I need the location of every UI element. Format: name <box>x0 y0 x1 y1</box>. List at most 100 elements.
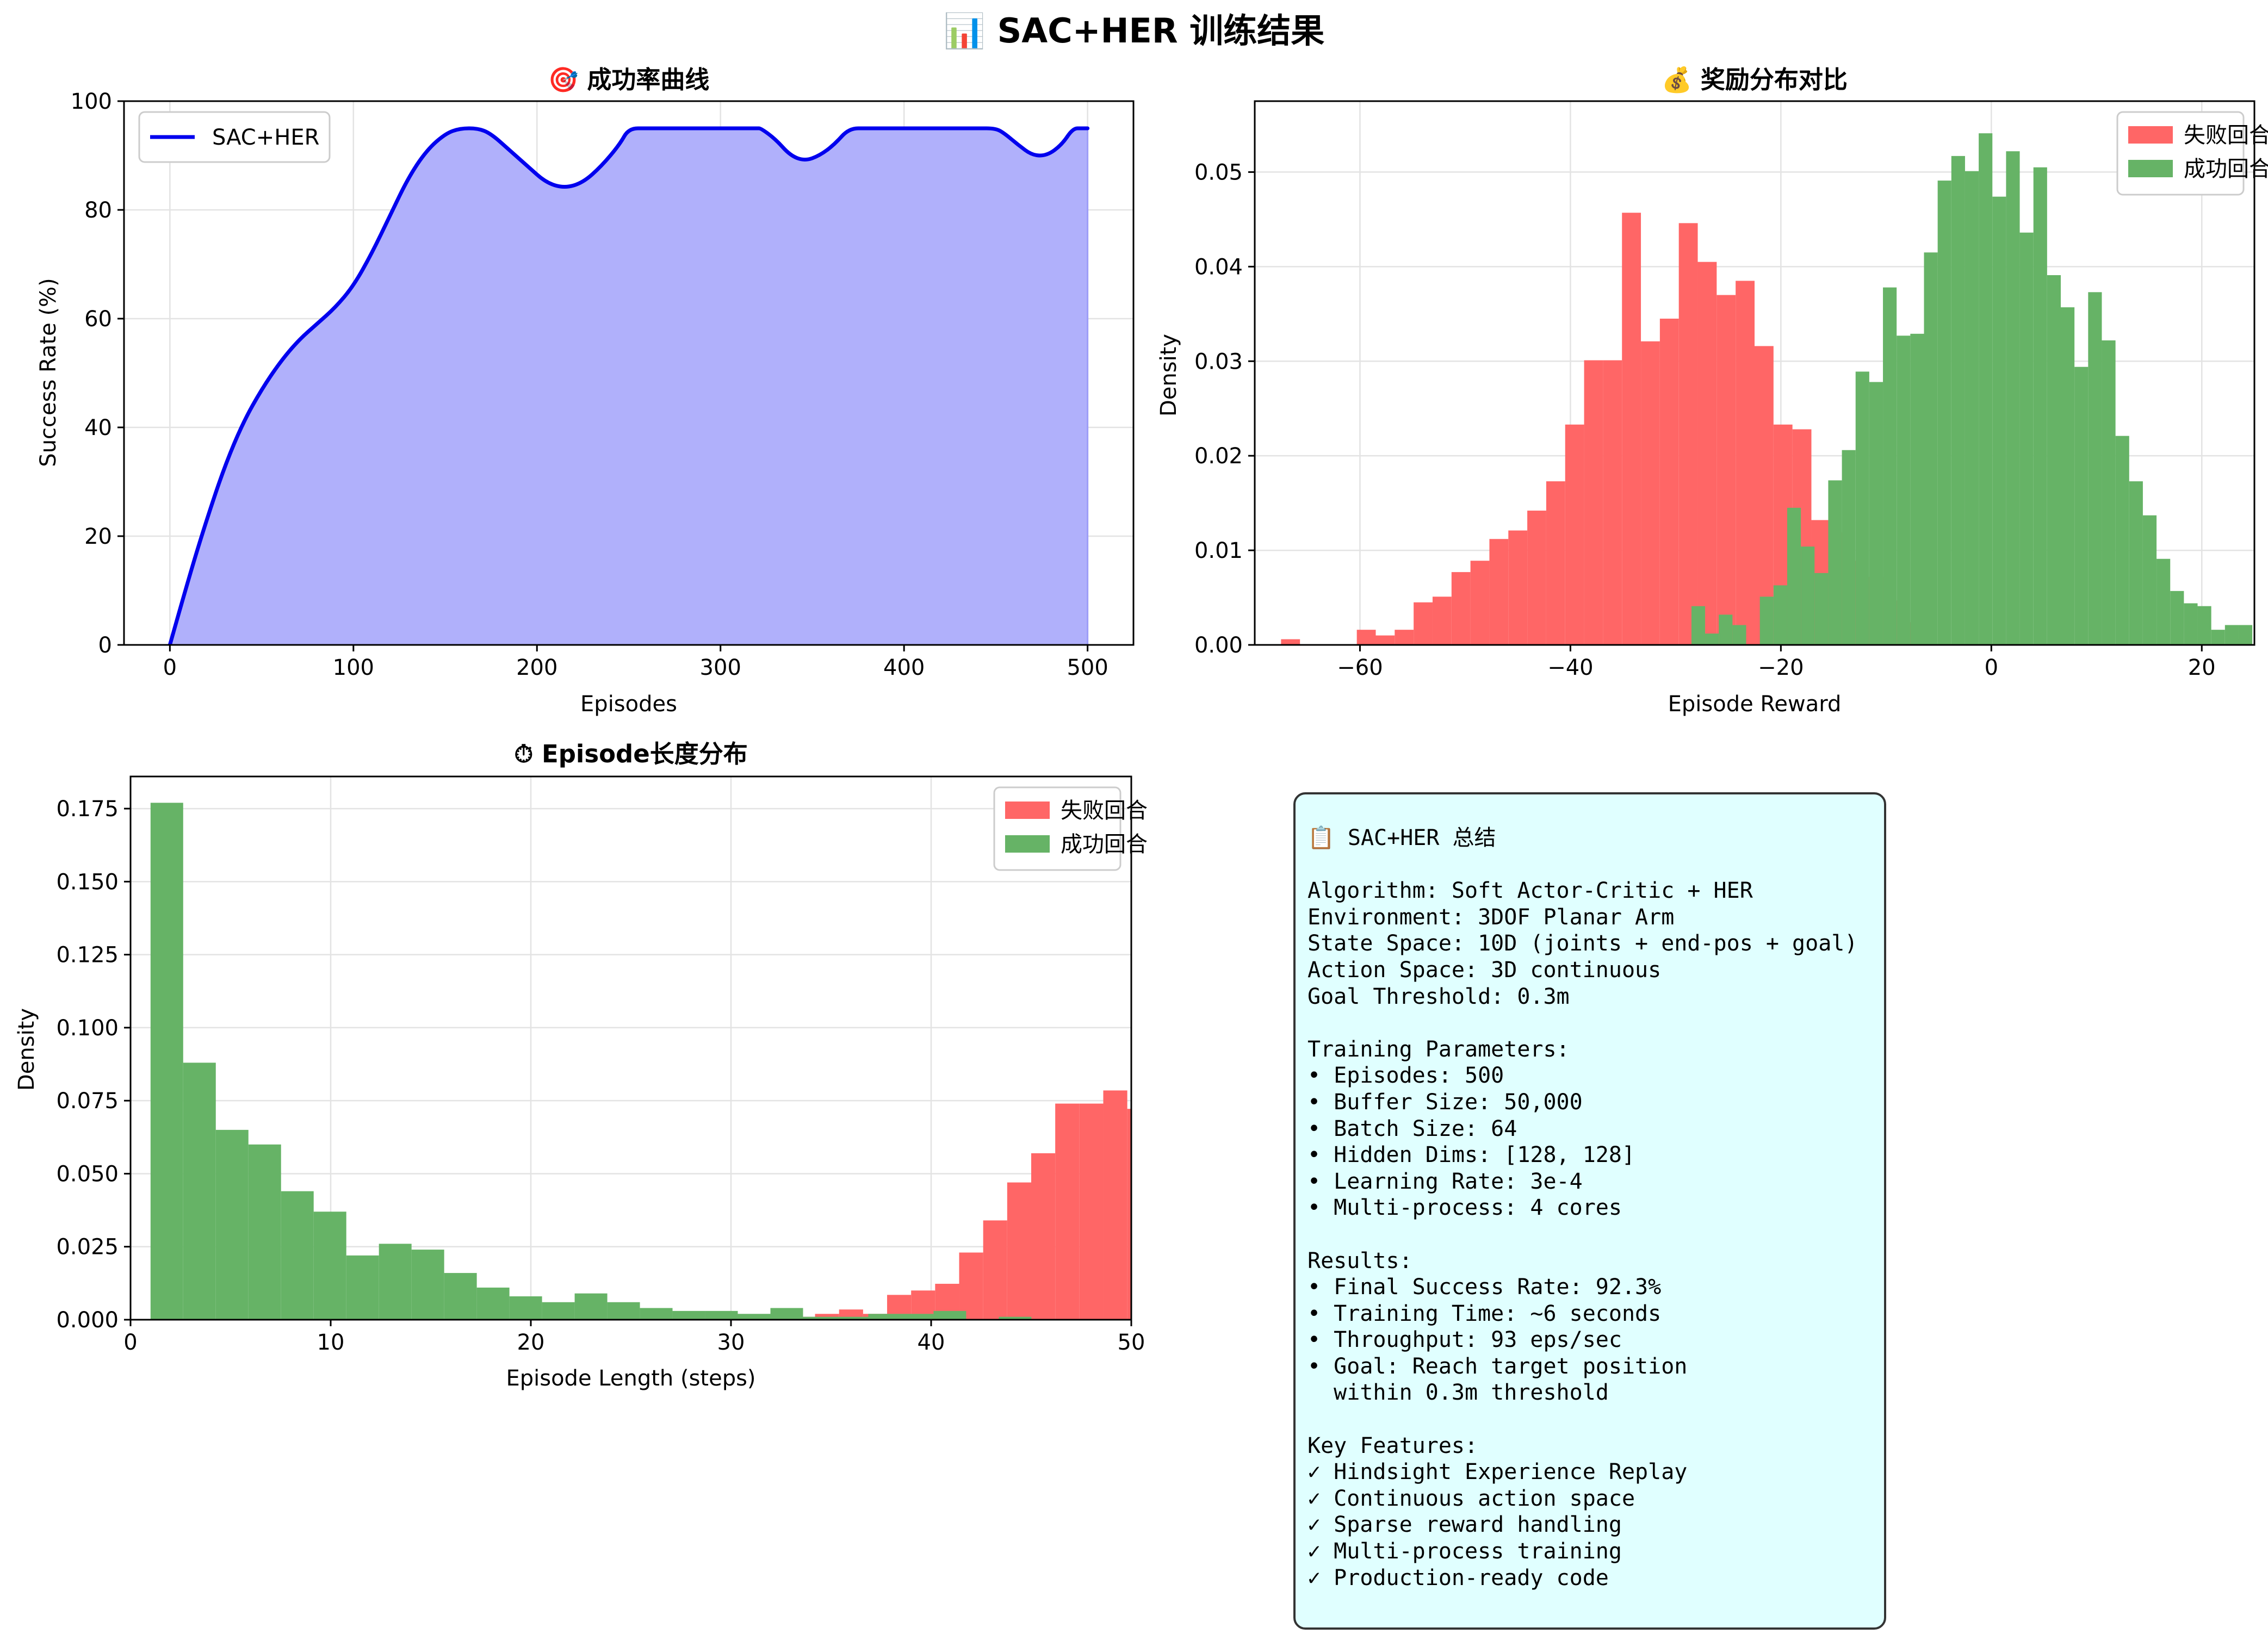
length-bar-success <box>901 1314 934 1320</box>
length-xtick-label: 30 <box>717 1330 745 1355</box>
reward-bar-success <box>2102 340 2116 645</box>
length-bar-success <box>770 1308 803 1320</box>
reward-bar-fail <box>1659 319 1679 645</box>
legend-swatch-fail <box>1005 802 1050 819</box>
length-bar-success <box>999 1316 1032 1320</box>
reward-bar-fail <box>1414 602 1433 645</box>
reward-bar-success <box>2033 167 2047 645</box>
summary-info-text: 📋 SAC+HER 总结 Algorithm: Soft Actor-Criti… <box>1307 825 1858 1590</box>
success-xtick-label: 200 <box>516 655 557 680</box>
success-rate-legend: SAC+HER <box>138 111 331 163</box>
reward-bar-success <box>2047 275 2061 645</box>
reward-bar-success <box>2170 591 2184 645</box>
length-xtick-label: 20 <box>517 1330 545 1355</box>
reward-bar-success <box>1965 171 1979 645</box>
length-bar-success <box>672 1310 705 1320</box>
reward-bar-success <box>1759 597 1774 645</box>
success-rate-chart-xlabel: Episodes <box>580 692 677 717</box>
reward-bar-fail <box>1584 360 1603 645</box>
reward-xtick-label: −20 <box>1758 655 1804 680</box>
length-bar-fail <box>1031 1153 1056 1320</box>
reward-bar-success <box>2129 481 2143 645</box>
reward-bar-success <box>1951 156 1965 645</box>
length-bar-success <box>868 1314 901 1320</box>
reward-xtick-label: −60 <box>1337 655 1383 680</box>
success-ytick-label: 80 <box>84 198 112 223</box>
success-ytick-label: 100 <box>71 89 112 114</box>
length-bar-success <box>476 1287 510 1320</box>
legend-label-success: 成功回合 <box>1061 832 1148 857</box>
length-bar-success <box>379 1244 412 1320</box>
length-bar-fail <box>959 1252 983 1320</box>
length-chart-title: ⏱ Episode长度分布 <box>514 740 748 768</box>
length-bar-fail <box>815 1314 839 1320</box>
reward-bar-success <box>1828 480 1842 645</box>
success-xtick-label: 300 <box>700 655 741 680</box>
reward-plot-area <box>1281 133 2253 645</box>
reward-xtick-label: −40 <box>1547 655 1593 680</box>
length-bar-success <box>150 803 183 1320</box>
success-rate-chart-ylabel: Success Rate (%) <box>36 278 61 467</box>
reward-bar-success <box>2184 603 2198 645</box>
length-bar-success <box>738 1314 771 1320</box>
episode-length-chart: ⏱ Episode长度分布 Episode Length (steps) Den… <box>14 740 1175 1391</box>
reward-bar-success <box>1924 252 1938 645</box>
length-bar-success <box>574 1293 608 1320</box>
summary-info-box: 📋 SAC+HER 总结 Algorithm: Soft Actor-Criti… <box>1293 792 1886 1630</box>
length-ytick-label: 0.150 <box>56 869 119 894</box>
length-bar-success <box>444 1273 477 1320</box>
reward-bar-fail <box>1717 295 1736 645</box>
length-ytick-label: 0.075 <box>56 1089 119 1114</box>
reward-bar-success <box>2019 232 2034 645</box>
reward-bar-success <box>1801 546 1815 645</box>
length-chart-xlabel: Episode Length (steps) <box>506 1366 755 1391</box>
reward-xtick-label: 20 <box>2188 655 2216 680</box>
length-bar-success <box>933 1310 966 1320</box>
length-ytick-label: 0.000 <box>56 1308 119 1333</box>
length-xtick-label: 0 <box>123 1330 137 1355</box>
legend-label-success: 成功回合 <box>2184 157 2268 182</box>
success-ytick-label: 0 <box>98 633 112 658</box>
length-plot-area <box>150 803 1175 1320</box>
length-xtick-label: 10 <box>317 1330 345 1355</box>
reward-chart-ylabel: Density <box>1156 334 1181 417</box>
reward-bar-success <box>1814 573 1829 645</box>
reward-ytick-label: 0.01 <box>1194 538 1243 563</box>
length-bar-fail <box>1103 1090 1127 1320</box>
length-bar-success <box>509 1296 542 1320</box>
length-ytick-label: 0.025 <box>56 1235 119 1260</box>
reward-chart-xlabel: Episode Reward <box>1668 692 1842 717</box>
length-bar-fail <box>1007 1182 1031 1320</box>
reward-bar-success <box>1787 507 1801 645</box>
reward-bar-fail <box>1470 561 1490 645</box>
reward-bar-fail <box>1755 346 1774 645</box>
reward-bar-fail <box>1565 424 1584 645</box>
length-ytick-label: 0.100 <box>56 1016 119 1041</box>
legend-label-sac-her: SAC+HER <box>212 125 319 150</box>
reward-bar-success <box>2211 630 2225 645</box>
reward-ytick-label: 0.03 <box>1194 349 1243 374</box>
reward-bar-success <box>2115 436 2129 645</box>
length-ytick-label: 0.175 <box>56 797 119 822</box>
reward-bar-success <box>1979 133 1993 645</box>
success-ytick-label: 60 <box>84 307 112 332</box>
reward-ytick-label: 0.00 <box>1194 633 1243 658</box>
legend-box <box>138 111 331 163</box>
reward-bar-success <box>2224 625 2239 645</box>
length-bar-success <box>803 1316 836 1320</box>
reward-axes-frame <box>1254 100 2255 646</box>
reward-xtick-label: 0 <box>1985 655 1998 680</box>
reward-bar-fail <box>1641 341 1660 645</box>
length-bar-success <box>705 1310 738 1320</box>
reward-bar-success <box>1883 287 1897 645</box>
legend-label-fail: 失败回合 <box>1061 798 1148 823</box>
reward-bar-fail <box>1432 597 1452 645</box>
success-rate-chart: 🎯 成功率曲线 Episodes Success Rate (%) SAC+HE… <box>36 65 1135 717</box>
reward-bar-fail <box>1546 481 1565 645</box>
length-bar-fail <box>1151 1107 1175 1320</box>
reward-ytick-label: 0.02 <box>1194 444 1243 469</box>
success-rate-chart-title: 🎯 成功率曲线 <box>548 65 710 94</box>
reward-bar-fail <box>1356 630 1376 645</box>
reward-bar-success <box>1855 371 1869 645</box>
